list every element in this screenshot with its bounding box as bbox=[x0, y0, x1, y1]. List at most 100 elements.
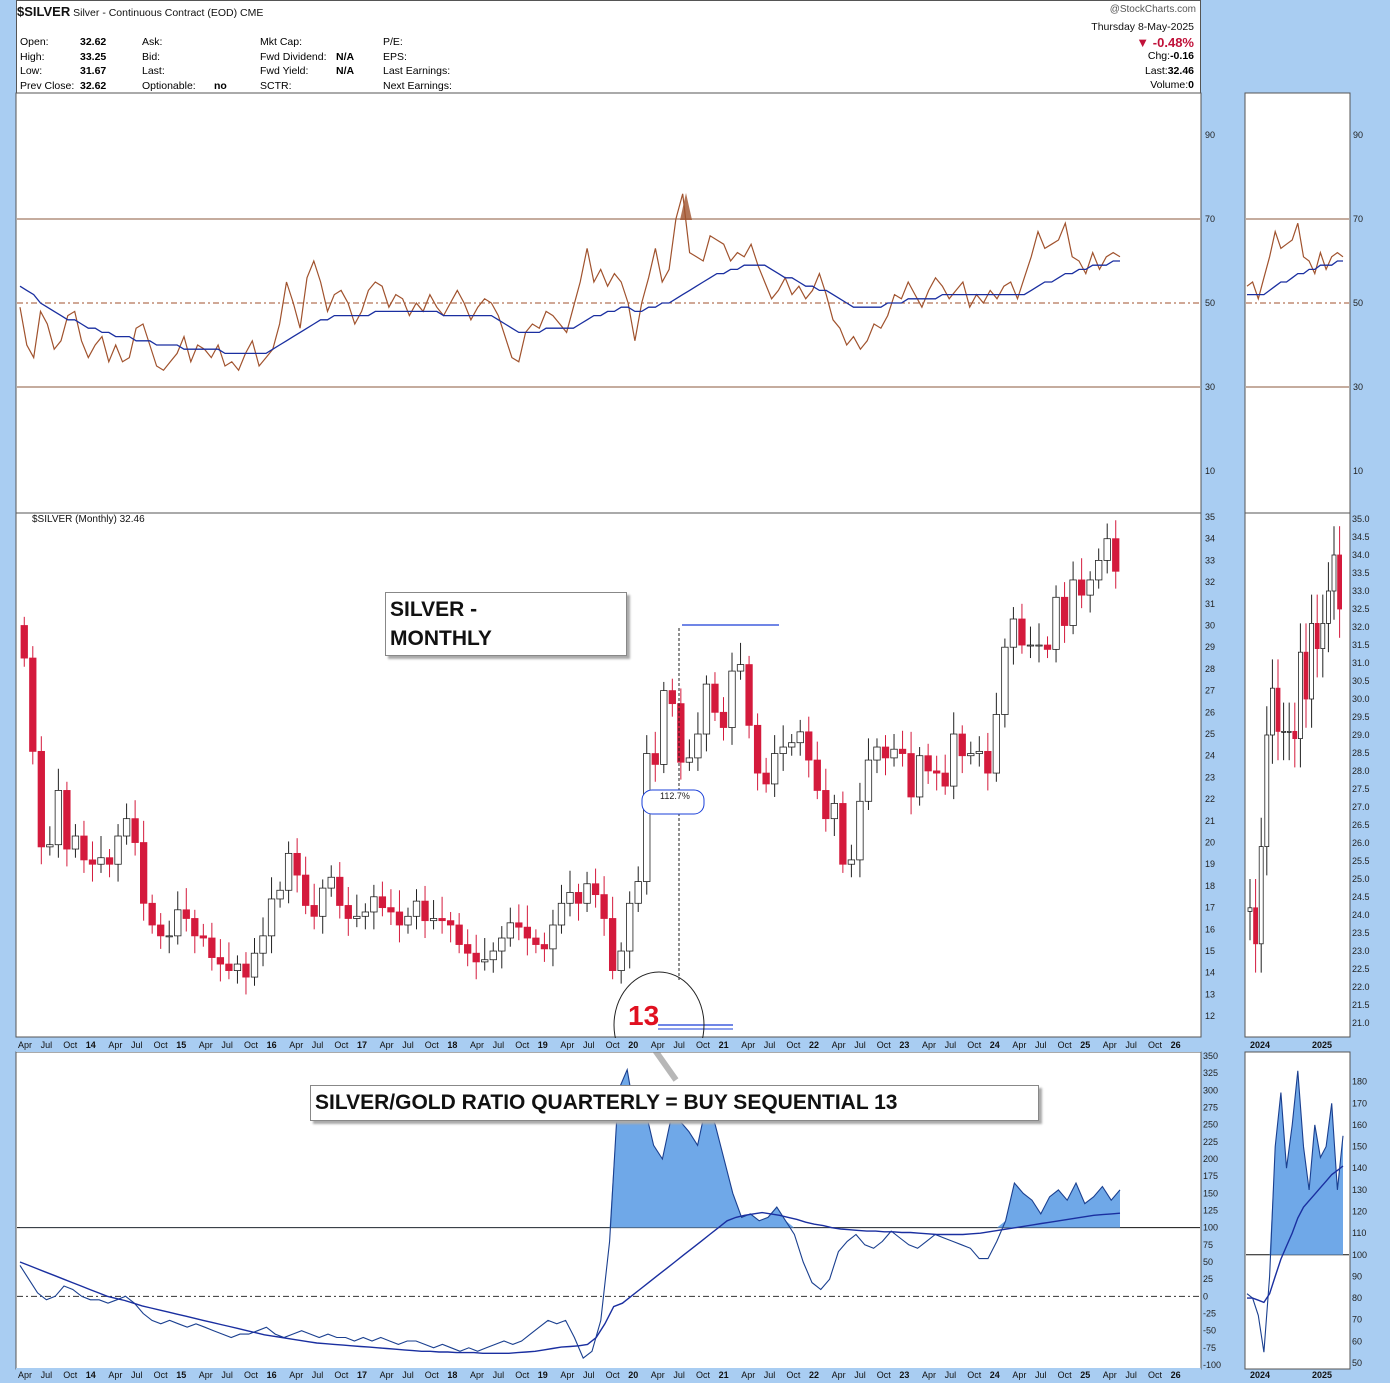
x-tick-label: Oct bbox=[696, 1040, 711, 1050]
x-tick-label: 20 bbox=[628, 1370, 638, 1380]
candle-body bbox=[685, 757, 694, 763]
ratio-annotation: SILVER/GOLD RATIO QUARTERLY = BUY SEQUEN… bbox=[310, 1085, 1039, 1121]
candle-body bbox=[1009, 618, 1018, 648]
quote-right: Chg:-0.16 Last:32.46 Volume:0 bbox=[1128, 49, 1194, 93]
x-tick-label: Jul bbox=[945, 1370, 957, 1380]
price-inset-y-tick-label: 26.5 bbox=[1352, 820, 1370, 830]
ratio-inset-area-fill bbox=[1247, 1070, 1343, 1255]
ratio-y-tick-label: 200 bbox=[1203, 1154, 1218, 1164]
x-tick-label: Oct bbox=[786, 1370, 801, 1380]
candle-body bbox=[805, 731, 813, 761]
x-tick-label: Oct bbox=[877, 1370, 892, 1380]
x-tick-label: Jul bbox=[131, 1040, 143, 1050]
candle-body bbox=[225, 963, 233, 971]
ratio-y-tick-label: 0 bbox=[1203, 1291, 1208, 1301]
candle-body bbox=[1077, 579, 1086, 596]
ratio-y-tick-label: 50 bbox=[1203, 1257, 1213, 1267]
candle-body bbox=[429, 918, 438, 922]
candle-body bbox=[941, 772, 949, 787]
ratio-y-tick-label: 300 bbox=[1203, 1085, 1218, 1095]
x-tick-label: Oct bbox=[1148, 1040, 1163, 1050]
quote-key: Last: bbox=[142, 65, 165, 77]
price-y-tick-label: 16 bbox=[1205, 924, 1215, 934]
candle-body bbox=[174, 909, 182, 937]
candle-body bbox=[958, 733, 966, 757]
sequential-13-label: 13 bbox=[628, 1000, 659, 1031]
ratio-inset-y-tick-label: 140 bbox=[1352, 1163, 1367, 1173]
quote-row: Mkt Cap: bbox=[260, 35, 354, 50]
price-y-tick-label: 30 bbox=[1205, 621, 1215, 631]
candle-body bbox=[1043, 644, 1052, 650]
candle-body bbox=[728, 670, 736, 728]
x-tick-label: Oct bbox=[1058, 1370, 1073, 1380]
x-tick-label: Oct bbox=[606, 1040, 621, 1050]
candle-body bbox=[788, 742, 796, 748]
candle-body bbox=[46, 844, 54, 848]
x-tick-label: 15 bbox=[176, 1040, 186, 1050]
price-y-tick-label: 23 bbox=[1205, 772, 1215, 782]
x-tick-label: Jul bbox=[131, 1370, 143, 1380]
symbol: $SILVER bbox=[17, 4, 71, 19]
rsi-inset-y-tick-label: 30 bbox=[1353, 382, 1363, 392]
candle-body bbox=[736, 664, 745, 672]
candle-body bbox=[242, 963, 250, 978]
candle-body bbox=[446, 920, 455, 926]
candle-body bbox=[796, 731, 804, 744]
rsi-inset-y-tick-label: 50 bbox=[1353, 298, 1363, 308]
x-tick-label: Jul bbox=[764, 1370, 776, 1380]
ratio-inset-y-tick-label: 150 bbox=[1352, 1142, 1367, 1152]
rsi-inset-y-tick-label: 10 bbox=[1353, 466, 1363, 476]
price-inset-y-tick-label: 34.0 bbox=[1352, 550, 1370, 560]
x-tick-label: 19 bbox=[538, 1370, 548, 1380]
quote-key: Fwd Yield: bbox=[260, 65, 309, 77]
candle-body bbox=[1086, 579, 1094, 596]
quote-date: Thursday 8-May-2025 bbox=[1091, 21, 1194, 33]
quote-value: 31.67 bbox=[80, 65, 107, 77]
candle-body bbox=[864, 759, 873, 802]
x-tick-label: Oct bbox=[154, 1040, 169, 1050]
x-tick-label: Jul bbox=[1125, 1040, 1137, 1050]
x-tick-label: Oct bbox=[515, 1040, 530, 1050]
candle-body bbox=[182, 909, 190, 919]
quote-mid1: Ask: Bid: Last: Optionable: no bbox=[142, 35, 227, 93]
candle-body bbox=[523, 926, 532, 939]
candle-body bbox=[694, 733, 702, 759]
quote-row: Fwd Yield: N/A bbox=[260, 64, 354, 79]
x-tick-label: Oct bbox=[786, 1040, 801, 1050]
x-tick-label: 19 bbox=[538, 1040, 548, 1050]
quote-row: Chg:-0.16 bbox=[1128, 49, 1194, 64]
candle-body bbox=[122, 818, 131, 837]
x-tick-label: 23 bbox=[899, 1370, 909, 1380]
ratio-inset-y-tick-label: 80 bbox=[1352, 1293, 1362, 1303]
quote-mid2: Mkt Cap: Fwd Dividend: N/A Fwd Yield: N/A SCT… bbox=[260, 35, 354, 93]
x-tick-label: Apr bbox=[470, 1370, 484, 1380]
candle-body bbox=[370, 896, 378, 913]
quote-key: Bid: bbox=[142, 50, 161, 63]
ratio-y-tick-label: 275 bbox=[1203, 1103, 1218, 1113]
candle-body bbox=[97, 857, 105, 865]
quote-key: Volume: bbox=[1150, 79, 1189, 91]
candle-body bbox=[498, 937, 506, 952]
x-tick-label: Jul bbox=[583, 1040, 595, 1050]
quote-value: 0 bbox=[1188, 79, 1194, 91]
price-y-tick-label: 31 bbox=[1205, 599, 1215, 609]
rsi-y-tick-label: 10 bbox=[1205, 466, 1215, 476]
candle-body bbox=[881, 746, 890, 759]
x-tick-label: Jul bbox=[854, 1370, 866, 1380]
candle-body bbox=[421, 900, 429, 922]
quote-key: Last: bbox=[1144, 64, 1168, 77]
x-tick-label: Oct bbox=[244, 1370, 259, 1380]
ratio-y-tick-label: 100 bbox=[1203, 1223, 1218, 1233]
candle-body bbox=[745, 664, 753, 726]
x-tick-label: Oct bbox=[334, 1370, 349, 1380]
quote-key: High: bbox=[20, 50, 45, 63]
candle-body bbox=[267, 898, 276, 937]
brand-logo[interactable]: @StockCharts.com bbox=[1109, 4, 1196, 15]
candle-body bbox=[634, 881, 642, 904]
x-tick-label: 14 bbox=[86, 1370, 96, 1380]
ratio-inset-y-tick-label: 90 bbox=[1352, 1271, 1362, 1281]
rsi-inset-average-line bbox=[1247, 260, 1343, 296]
candle-body bbox=[771, 753, 779, 785]
x-tick-label: Jul bbox=[854, 1040, 866, 1050]
candle-body bbox=[847, 859, 856, 865]
